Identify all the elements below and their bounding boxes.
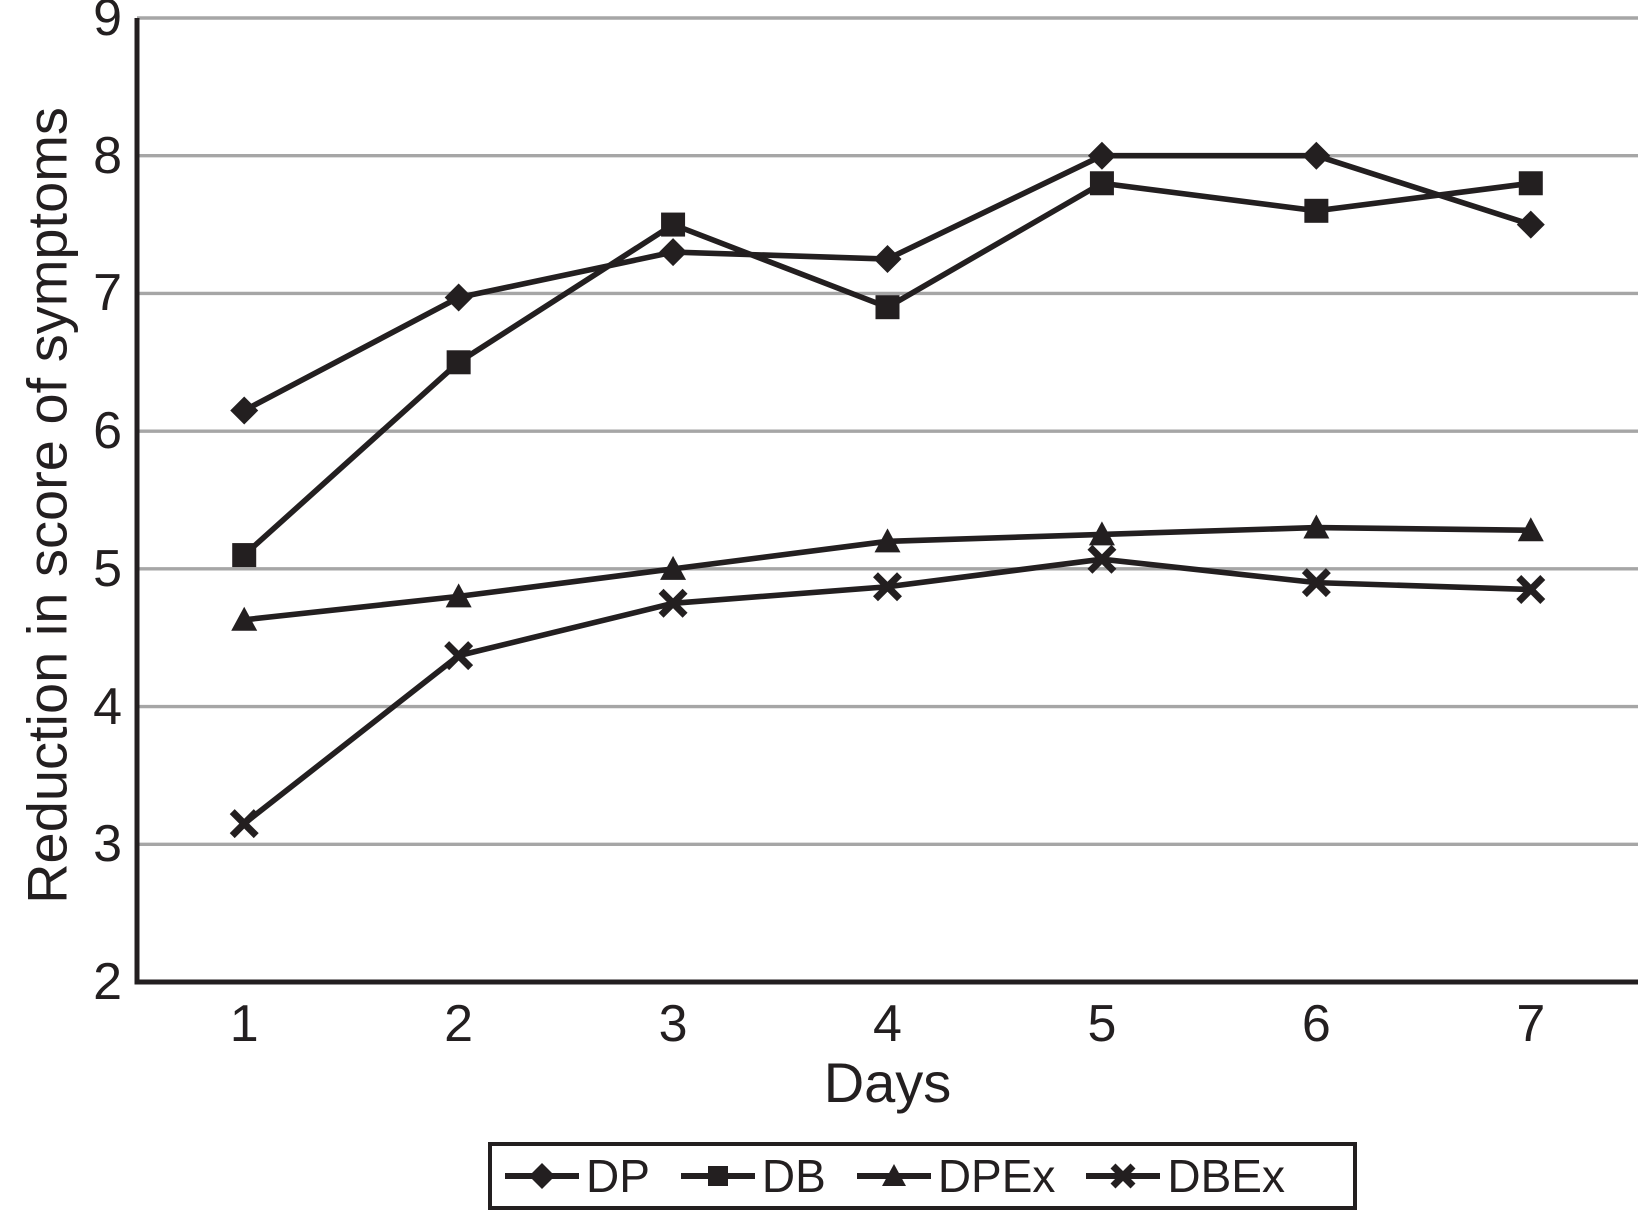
x-tick-label: 1: [229, 995, 259, 1053]
data-point-marker: [1518, 171, 1543, 196]
legend-item-label: DB: [761, 1150, 826, 1202]
y-tick-label: 2: [93, 953, 122, 1011]
data-point-marker: [1516, 210, 1545, 239]
series-line-DB: [242, 180, 1532, 558]
legend-item-label: DPEx: [937, 1150, 1056, 1202]
data-point-marker: [873, 245, 902, 273]
y-tick-label: 8: [93, 126, 122, 185]
data-point-marker: [1303, 514, 1330, 539]
x-tick-label: 3: [658, 995, 688, 1053]
data-point-marker: [229, 809, 259, 839]
data-point-marker: [445, 583, 472, 608]
legend-item-label: DP: [586, 1150, 650, 1202]
x-axis-title: Days: [823, 1051, 952, 1114]
data-point-marker: [660, 555, 687, 580]
legend-item-DP: DP: [504, 1153, 650, 1199]
data-point-marker: [1089, 171, 1114, 196]
triangle-marker-icon: [856, 1164, 931, 1186]
data-point-marker: [1301, 568, 1331, 598]
y-axis-title: Reduction in score of symptoms: [15, 107, 79, 904]
data-point-marker: [875, 295, 900, 320]
x-tick-label: 6: [1301, 995, 1331, 1053]
legend-item-DB: DB: [680, 1153, 826, 1199]
data-point-marker: [1087, 141, 1116, 170]
x-tick-label: 2: [444, 995, 474, 1053]
data-point-marker: [1302, 141, 1331, 170]
data-point-marker: [1087, 544, 1117, 574]
x-tick-label: 5: [1087, 995, 1117, 1053]
data-point-marker: [232, 543, 257, 568]
y-tick-label: 7: [93, 264, 122, 323]
series-line-DP: [242, 152, 1532, 413]
data-point-marker: [1088, 521, 1115, 546]
y-tick-label: 5: [93, 539, 122, 598]
legend-item-label: DBEx: [1167, 1150, 1285, 1202]
x-tick-label: 4: [873, 995, 902, 1053]
data-point-marker: [444, 641, 474, 671]
data-point-marker: [659, 238, 688, 267]
data-point-marker: [230, 396, 259, 425]
data-point-marker: [874, 528, 901, 553]
diamond-marker-icon: [505, 1163, 579, 1189]
square-marker-icon: [680, 1166, 755, 1186]
x-marker-icon: [1086, 1163, 1161, 1189]
legend-item-DPEx: DPEx: [856, 1150, 1056, 1202]
x-tick-label: 7: [1516, 995, 1546, 1053]
data-point-marker: [444, 283, 473, 312]
legend-item-DBEx: DBEx: [1085, 1153, 1285, 1199]
data-point-marker: [1304, 198, 1329, 223]
data-point-marker: [1517, 517, 1544, 542]
data-point-marker: [873, 572, 902, 602]
y-tick-label: 4: [93, 677, 122, 736]
y-tick-label: 3: [93, 815, 122, 874]
data-point-marker: [1516, 575, 1546, 604]
y-tick-label: 6: [93, 402, 122, 461]
data-point-marker: [661, 212, 686, 237]
y-tick-label: 9: [93, 0, 122, 47]
data-point-marker: [231, 606, 258, 631]
legend: DP DB DPEx DBEx: [488, 1142, 1357, 1210]
data-point-marker: [658, 588, 688, 618]
data-point-marker: [446, 350, 471, 375]
